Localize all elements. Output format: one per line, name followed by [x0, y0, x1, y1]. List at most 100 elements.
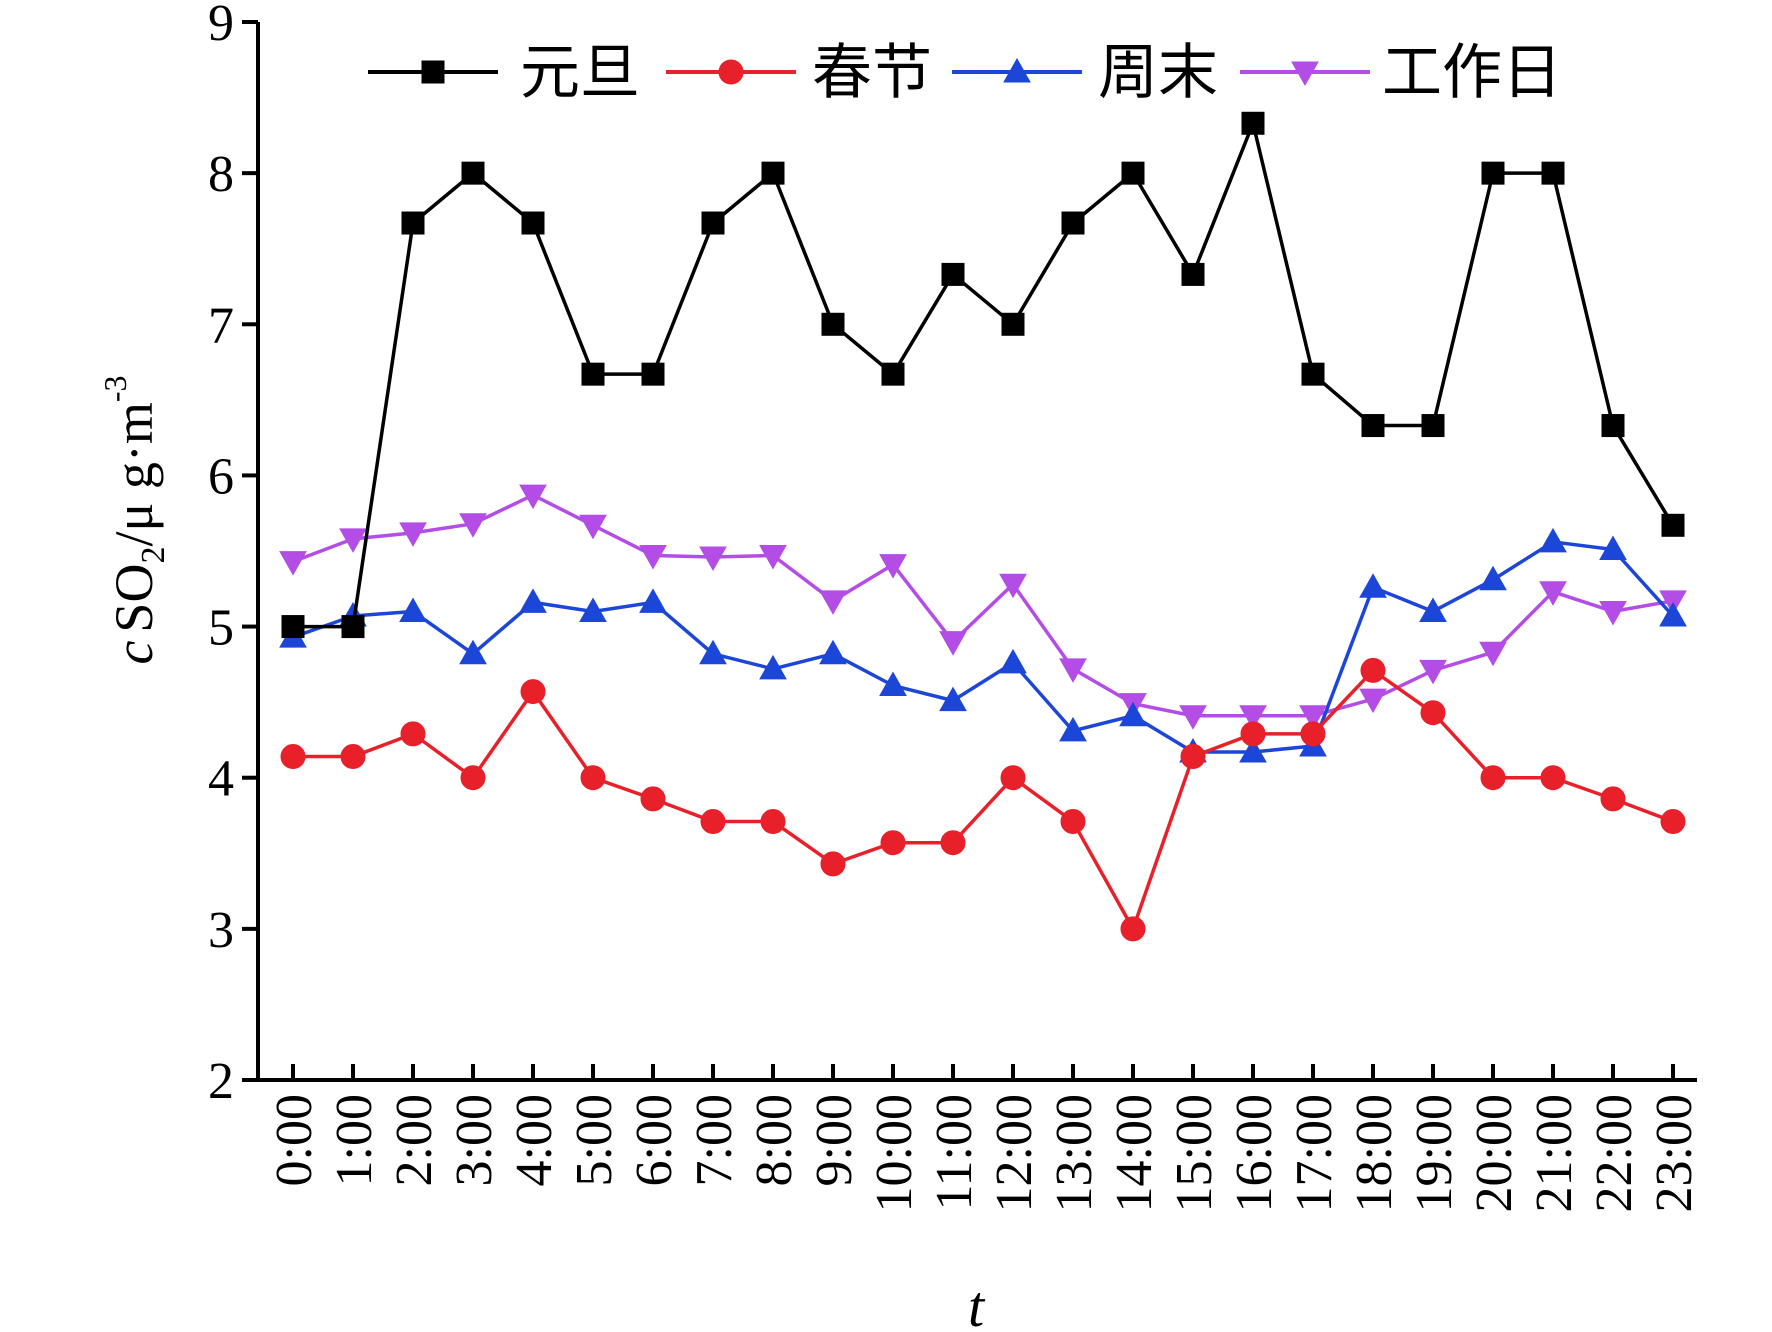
data-point — [1119, 701, 1147, 727]
y-axis-title-species-sub: 2 — [135, 547, 172, 564]
series-layer — [279, 111, 1687, 942]
data-point — [1419, 597, 1447, 622]
data-point — [340, 744, 366, 770]
data-point — [580, 765, 606, 791]
series-2 — [280, 657, 1686, 942]
y-tick-label: 9 — [208, 0, 234, 52]
plot-axes: 2 3 4 5 6 7 8 9 0:00 1:00 2:00 3:00 4:00 5:00 6:00 7:0… — [208, 0, 1703, 1212]
legend: 元旦 春节 周末 工作日 — [368, 38, 1562, 108]
x-tick-label: 21:00 — [1526, 1094, 1583, 1212]
data-point — [280, 744, 306, 770]
data-point — [941, 262, 965, 286]
x-tick-label: 13:00 — [1046, 1094, 1103, 1212]
data-point — [701, 211, 725, 235]
x-tick-label: 10:00 — [866, 1094, 923, 1212]
svg-text:cSO2/μ g·m-3: c SO2/μ g·m-3 — [97, 375, 172, 664]
data-point — [461, 161, 485, 185]
x-tick-label: 8:00 — [746, 1094, 803, 1186]
data-point — [1181, 262, 1205, 286]
data-point — [279, 551, 307, 576]
x-tick-label: 16:00 — [1226, 1094, 1283, 1212]
x-tick-label: 7:00 — [686, 1094, 743, 1186]
legend-entry: 周末 — [952, 38, 1218, 108]
data-point — [1061, 211, 1085, 235]
y-axis-title-species: SO — [104, 564, 164, 633]
data-point — [579, 597, 607, 622]
legend-marker — [1291, 61, 1319, 87]
data-point — [1180, 744, 1206, 770]
x-tick-label: 18:00 — [1346, 1094, 1403, 1212]
x-tick-label: 15:00 — [1166, 1094, 1223, 1212]
data-point — [881, 362, 905, 386]
data-point — [1299, 705, 1327, 730]
legend-label: 工作日 — [1382, 38, 1562, 108]
data-point — [399, 522, 427, 547]
y-tick-label: 4 — [208, 751, 234, 808]
legend-label: 周末 — [1098, 38, 1218, 108]
y-tick-label: 2 — [208, 1053, 234, 1110]
x-tick-label: 9:00 — [806, 1094, 863, 1186]
data-point — [1479, 641, 1507, 667]
data-point — [339, 528, 367, 553]
data-point — [581, 362, 605, 386]
legend-entry: 春节 — [666, 38, 932, 108]
legend-entry: 工作日 — [1240, 38, 1562, 108]
series-line — [293, 668, 1674, 931]
y-axis-title-unit-sup: -3 — [97, 375, 133, 402]
data-point — [521, 211, 545, 235]
series-3 — [279, 527, 1687, 763]
data-point — [1601, 414, 1625, 438]
data-point — [759, 545, 787, 570]
x-tick-label: 3:00 — [446, 1094, 503, 1186]
x-tick-label: 0:00 — [266, 1094, 323, 1186]
y-tick-label: 8 — [208, 146, 234, 203]
x-tick-label: 20:00 — [1466, 1094, 1523, 1212]
data-point — [1419, 659, 1447, 685]
data-point — [1239, 705, 1267, 730]
data-point — [999, 573, 1027, 599]
legend-marker — [718, 59, 744, 85]
data-point — [699, 639, 727, 665]
data-point — [1241, 111, 1265, 135]
data-point — [1539, 527, 1567, 553]
data-point — [1240, 721, 1266, 747]
data-point — [1599, 600, 1627, 626]
data-point — [1359, 688, 1387, 714]
data-point — [1539, 581, 1567, 606]
x-tick-label: 14:00 — [1106, 1094, 1163, 1212]
y-axis-title-unit: /μ g·m — [104, 402, 164, 546]
data-point — [399, 597, 427, 622]
data-point — [1480, 765, 1506, 791]
data-point — [699, 546, 727, 572]
data-point — [1540, 765, 1566, 791]
x-tick-label: 2:00 — [386, 1094, 443, 1186]
data-point — [1300, 721, 1326, 747]
series-4 — [279, 484, 1687, 730]
data-point — [999, 648, 1027, 674]
data-point — [639, 588, 667, 613]
data-point — [1359, 573, 1387, 598]
x-tick-label: 23:00 — [1646, 1094, 1703, 1212]
data-point — [519, 484, 547, 510]
legend-label: 元旦 — [520, 38, 640, 108]
data-point — [579, 514, 607, 540]
data-point — [1421, 414, 1445, 438]
series-1 — [281, 111, 1685, 639]
data-point — [939, 631, 967, 656]
data-point — [640, 786, 666, 812]
data-point — [1360, 657, 1386, 683]
legend-label: 春节 — [812, 38, 932, 108]
data-point — [879, 554, 907, 579]
data-point — [760, 809, 786, 835]
data-point — [1420, 700, 1446, 726]
data-point — [1060, 809, 1086, 835]
data-point — [821, 312, 845, 336]
data-point — [761, 161, 785, 185]
data-point — [1361, 414, 1385, 438]
data-point — [879, 671, 907, 697]
data-point — [341, 615, 365, 639]
data-point — [700, 809, 726, 835]
data-point — [1001, 312, 1025, 336]
data-point — [880, 830, 906, 856]
